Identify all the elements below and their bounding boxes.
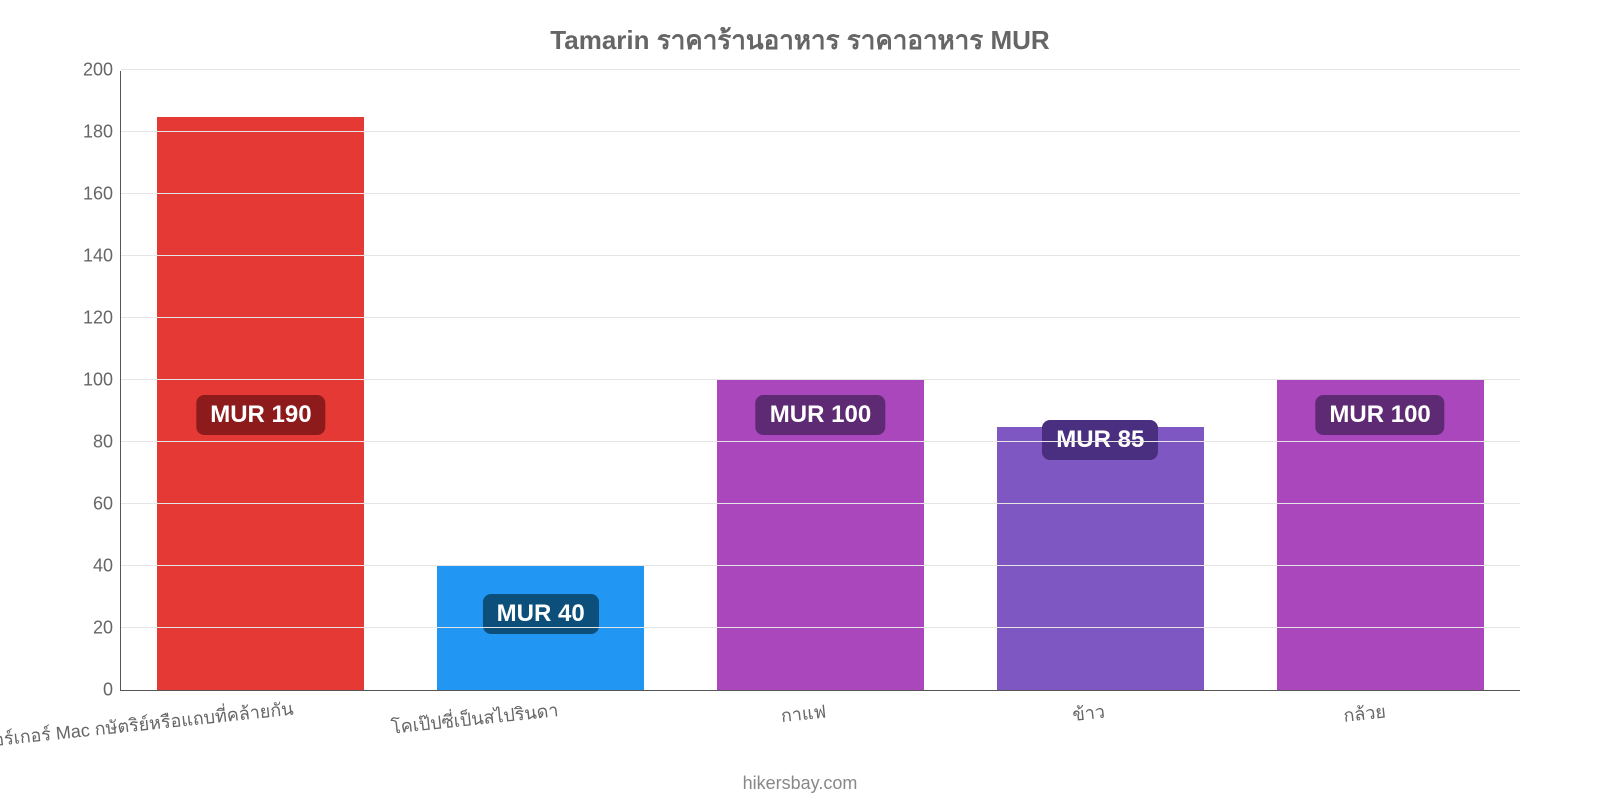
- chart-container: Tamarin ราคาร้านอาหาร ราคาอาหาร MUR MUR …: [0, 0, 1600, 800]
- y-tick-label: 20: [71, 618, 113, 639]
- x-axis-label: โคเป๊ปซี่เป็นสไปรินดา: [390, 695, 560, 741]
- x-label-slot: ข้าว: [960, 691, 1240, 751]
- x-label-slot: เบอร์เกอร์ Mac กษัตริย์หรือแถบที่คล้ายกั…: [120, 691, 400, 751]
- bar: [997, 427, 1204, 691]
- bar-slot: MUR 190: [121, 71, 401, 690]
- gridline: [121, 565, 1520, 566]
- y-tick-label: 120: [71, 308, 113, 329]
- attribution-text: hikersbay.com: [0, 773, 1600, 794]
- y-tick-label: 180: [71, 122, 113, 143]
- plot-area: MUR 190MUR 40MUR 100MUR 85MUR 100 020406…: [120, 71, 1520, 691]
- x-axis-label: ข้าว: [1071, 697, 1106, 729]
- y-tick-label: 80: [71, 432, 113, 453]
- value-badge: MUR 100: [1315, 395, 1444, 435]
- gridline: [121, 317, 1520, 318]
- value-badge: MUR 85: [1042, 420, 1158, 460]
- y-tick-label: 160: [71, 184, 113, 205]
- y-tick-label: 40: [71, 556, 113, 577]
- x-axis-labels: เบอร์เกอร์ Mac กษัตริย์หรือแถบที่คล้ายกั…: [120, 691, 1520, 751]
- gridline: [121, 131, 1520, 132]
- gridline: [121, 193, 1520, 194]
- y-tick-label: 60: [71, 494, 113, 515]
- y-tick-label: 100: [71, 370, 113, 391]
- gridline: [121, 627, 1520, 628]
- y-tick-label: 0: [71, 680, 113, 701]
- x-axis-label: กาแฟ: [779, 697, 827, 731]
- gridline: [121, 503, 1520, 504]
- bar-slot: MUR 100: [1240, 71, 1520, 690]
- bars-row: MUR 190 MUR 40 MUR 100 MUR 85 MUR 100: [121, 71, 1520, 690]
- value-badge: MUR 190: [196, 395, 325, 435]
- bar-slot: MUR 85: [960, 71, 1240, 690]
- y-tick-label: 200: [71, 60, 113, 81]
- y-tick-label: 140: [71, 246, 113, 267]
- x-label-slot: กาแฟ: [680, 691, 960, 751]
- bar-slot: MUR 100: [681, 71, 961, 690]
- gridline: [121, 69, 1520, 70]
- x-axis-label: กล้วย: [1342, 697, 1387, 730]
- gridline: [121, 379, 1520, 380]
- x-label-slot: โคเป๊ปซี่เป็นสไปรินดา: [400, 691, 680, 751]
- chart-title: Tamarin ราคาร้านอาหาร ราคาอาหาร MUR: [40, 20, 1560, 61]
- gridline: [121, 441, 1520, 442]
- x-axis-label: เบอร์เกอร์ Mac กษัตริย์หรือแถบที่คล้ายกั…: [0, 694, 295, 756]
- value-badge: MUR 100: [756, 395, 885, 435]
- gridline: [121, 255, 1520, 256]
- bar-slot: MUR 40: [401, 71, 681, 690]
- x-label-slot: กล้วย: [1240, 691, 1520, 751]
